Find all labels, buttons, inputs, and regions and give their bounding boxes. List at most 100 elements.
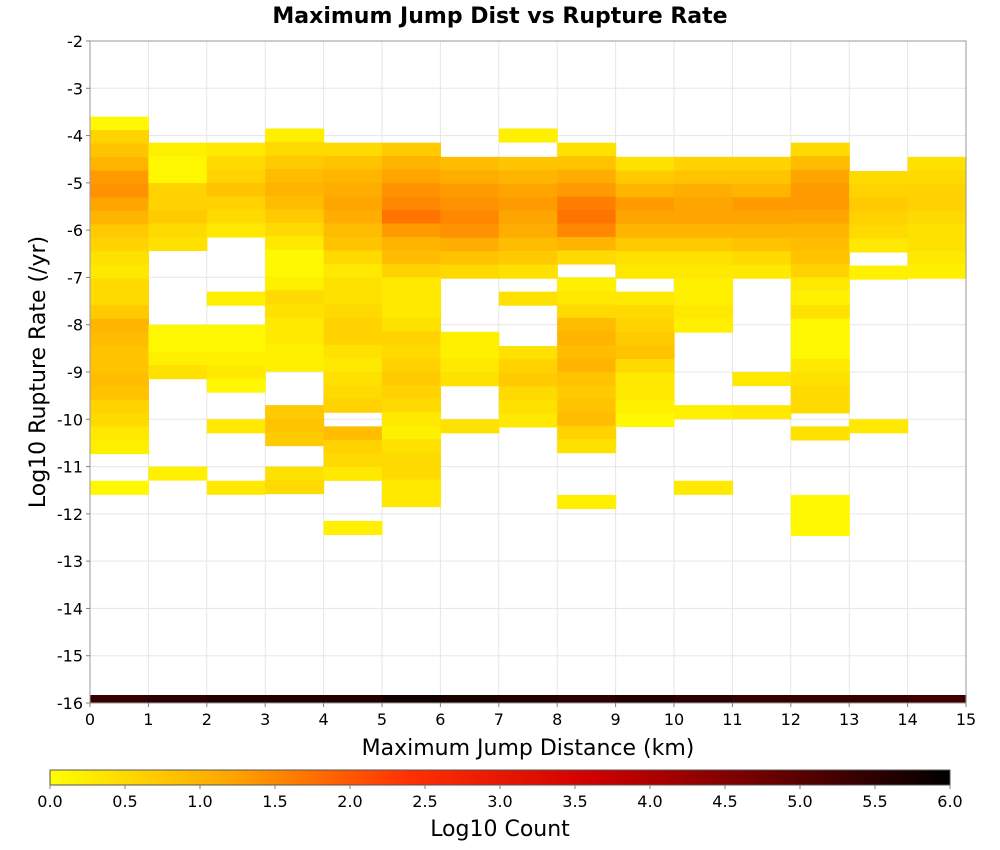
heatmap-cell — [440, 156, 500, 171]
heatmap-cell — [498, 345, 558, 361]
x-tick-label: 5 — [377, 710, 387, 729]
heatmap-cell — [557, 412, 617, 427]
heatmap-cell — [265, 344, 325, 359]
heatmap-cell — [615, 237, 675, 252]
heatmap-cell — [849, 265, 909, 280]
heatmap-cell — [382, 304, 441, 319]
heatmap-cell — [382, 479, 441, 494]
x-tick-label: 11 — [722, 710, 742, 729]
heatmap-cell — [615, 210, 675, 225]
colorbar-tick-label: 2.5 — [412, 792, 437, 811]
heatmap-cell — [323, 520, 383, 536]
heatmap-cell — [907, 183, 967, 198]
heatmap-cell — [907, 170, 967, 185]
colorbar-tick-label: 1.5 — [262, 792, 287, 811]
heatmap-cell — [382, 277, 441, 292]
colorbar — [49, 769, 951, 786]
heatmap-cell — [382, 169, 441, 184]
heatmap-cell — [440, 237, 500, 252]
heatmap-cell — [265, 276, 325, 291]
heatmap-cell — [382, 412, 441, 427]
heatmap-cell — [732, 251, 792, 266]
heatmap-cell — [265, 141, 325, 157]
heatmap-cell — [323, 371, 383, 386]
heatmap-cell — [440, 224, 500, 239]
heatmap-cell — [265, 480, 325, 495]
heatmap-cell — [206, 338, 266, 353]
y-tick-label: -12 — [57, 505, 83, 524]
x-tick-label: 14 — [897, 710, 917, 729]
heatmap-cell-bottom — [732, 695, 792, 703]
heatmap-cell — [674, 237, 733, 252]
heatmap-cell — [615, 385, 675, 401]
heatmap-cell — [323, 196, 383, 211]
heatmap-cell — [90, 237, 149, 253]
heatmap-cell — [382, 196, 441, 211]
heatmap-cell — [674, 197, 733, 212]
heatmap-cell — [557, 250, 617, 265]
heatmap-cell — [382, 358, 441, 373]
y-tick-label: -4 — [67, 127, 83, 146]
heatmap-cell — [557, 304, 617, 319]
heatmap-cell — [265, 357, 325, 372]
colorbar-tick-label: 4.0 — [637, 792, 662, 811]
heatmap-cell — [323, 169, 383, 184]
heatmap-cell — [265, 195, 325, 210]
x-axis-label: Maximum Jump Distance (km) — [362, 736, 695, 761]
heatmap-cell — [265, 263, 325, 278]
heatmap-cell — [907, 197, 967, 212]
heatmap-cell — [323, 358, 383, 373]
heatmap-cell — [90, 372, 149, 387]
heatmap-cell — [148, 210, 208, 225]
heatmap-cell — [148, 169, 208, 184]
heatmap-cell — [90, 157, 149, 172]
heatmap-cell — [790, 156, 850, 171]
heatmap-cell — [498, 224, 558, 239]
heatmap-cell — [382, 236, 441, 252]
x-tick-label: 7 — [494, 710, 504, 729]
heatmap-cell — [265, 128, 325, 143]
heatmap-cell — [498, 237, 558, 252]
colorbar-tick-label: 0.0 — [37, 792, 62, 811]
heatmap-cells — [90, 116, 967, 703]
heatmap-cell — [382, 142, 441, 157]
heatmap-cell — [498, 183, 558, 198]
heatmap-cell — [498, 128, 558, 143]
heatmap-cell — [790, 250, 850, 265]
heatmap-cell — [615, 251, 675, 266]
heatmap-cell-bottom — [615, 695, 675, 703]
heatmap-cell — [498, 210, 558, 225]
heatmap-cell — [382, 250, 441, 265]
heatmap-cell-bottom — [498, 695, 558, 703]
heatmap-cell — [148, 338, 208, 353]
heatmap-cell — [323, 426, 383, 441]
x-tick-label: 3 — [260, 710, 270, 729]
heatmap-cell — [440, 197, 500, 212]
heatmap-cell-bottom — [148, 695, 208, 703]
heatmap-cell — [790, 142, 850, 157]
colorbar-tick-label: 2.0 — [337, 792, 362, 811]
heatmap-cell — [440, 183, 500, 198]
heatmap-cell — [615, 332, 675, 347]
heatmap-cell — [323, 304, 383, 319]
heatmap-cell — [323, 331, 383, 346]
heatmap-cell — [90, 224, 149, 239]
heatmap-cell — [557, 385, 617, 400]
heatmap-cell — [206, 480, 266, 495]
heatmap-cell — [790, 345, 850, 360]
heatmap-cell — [674, 305, 733, 320]
heatmap-cell — [440, 345, 500, 360]
heatmap-cell — [148, 156, 208, 171]
heatmap-cell — [615, 170, 675, 185]
heatmap-cell — [849, 419, 909, 434]
heatmap-cell — [323, 317, 383, 332]
heatmap-cell — [206, 156, 266, 171]
heatmap-cell — [790, 494, 850, 510]
y-tick-label: -5 — [67, 174, 83, 193]
heatmap-cell — [382, 156, 441, 171]
heatmap-cell — [382, 317, 441, 332]
heatmap-cell — [498, 170, 558, 185]
heatmap-cell — [557, 344, 617, 359]
heatmap-cell — [907, 251, 967, 266]
heatmap-cell — [440, 358, 500, 373]
